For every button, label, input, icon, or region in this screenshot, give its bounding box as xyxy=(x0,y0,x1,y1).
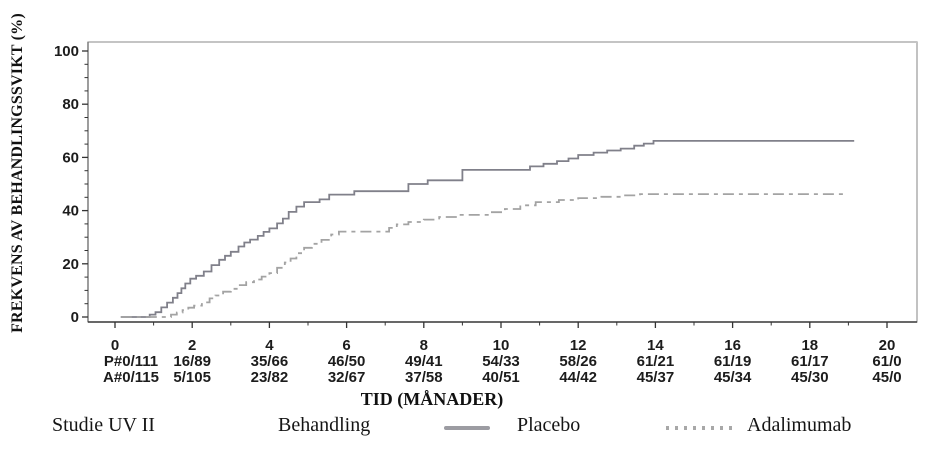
at-risk-row-adalimumab-cell: 40/51 xyxy=(482,369,520,386)
at-risk-row-placebo-cell: P#0/111 xyxy=(104,353,158,370)
plot-area: 0 20 40 60 80 100 0 2 4 6 8 10 12 14 16 18 20 P#0/111 16/8… xyxy=(54,41,918,386)
at-risk-row-adalimumab-cell: 32/67 xyxy=(328,369,366,386)
at-risk-row-adalimumab-cell: 45/0 xyxy=(872,369,901,386)
x-axis-tick-label: 0 xyxy=(111,337,119,354)
x-axis-tick-label: 2 xyxy=(188,337,196,354)
at-risk-row-adalimumab-cell: 44/42 xyxy=(559,369,597,386)
x-axis-tick-label: 16 xyxy=(724,337,741,354)
y-axis-tick-label: 0 xyxy=(71,309,79,326)
x-axis-tick-label: 18 xyxy=(801,337,818,354)
at-risk-row-adalimumab-cell: 37/58 xyxy=(405,369,443,386)
plot-frame xyxy=(87,41,918,323)
legend-item-adalimumab: Adalimumab xyxy=(747,414,852,436)
adalimumab-curve xyxy=(120,193,845,318)
placebo-line-swatch xyxy=(444,426,490,430)
at-risk-row-adalimumab-cell: 45/37 xyxy=(637,369,675,386)
y-axis-tick-label: 80 xyxy=(62,96,79,113)
x-axis-tick-label: 14 xyxy=(647,337,664,354)
at-risk-row-adalimumab-cell: 45/30 xyxy=(791,369,829,386)
x-axis-tick-label: 10 xyxy=(493,337,510,354)
at-risk-row-adalimumab-cell: A#0/115 xyxy=(103,369,159,386)
adalimumab-line-swatch xyxy=(666,426,738,430)
x-axis-tick-label: 4 xyxy=(265,337,274,354)
y-axis-tick-label: 60 xyxy=(62,149,79,166)
y-axis-title: FREKVENS AV BEHANDLINGSSVIKT (%) xyxy=(9,13,26,333)
at-risk-row-placebo-cell: 61/19 xyxy=(714,353,752,370)
x-axis-tick-label: 12 xyxy=(570,337,587,354)
legend-title: Behandling xyxy=(278,414,371,436)
at-risk-row-placebo-cell: 16/89 xyxy=(173,353,211,370)
y-axis-tick-label: 100 xyxy=(54,43,79,60)
at-risk-row-adalimumab-cell: 5/105 xyxy=(173,369,211,386)
legend: Studie UV II Behandling Placebo Adalimum… xyxy=(0,412,945,442)
at-risk-row-adalimumab-cell: 45/34 xyxy=(714,369,752,386)
at-risk-row-adalimumab-cell: 23/82 xyxy=(251,369,289,386)
y-axis-tick-label: 20 xyxy=(62,256,79,273)
x-axis-tick-label: 20 xyxy=(879,337,896,354)
at-risk-row-placebo-cell: 35/66 xyxy=(251,353,289,370)
at-risk-row-placebo-cell: 58/26 xyxy=(559,353,597,370)
at-risk-row-placebo-cell: 49/41 xyxy=(405,353,443,370)
x-axis-tick-label: 8 xyxy=(420,337,428,354)
at-risk-row-placebo-cell: 61/17 xyxy=(791,353,829,370)
y-axis-tick-label: 40 xyxy=(62,203,79,220)
legend-item-placebo: Placebo xyxy=(517,414,581,436)
at-risk-row-placebo-cell: 61/21 xyxy=(637,353,675,370)
x-axis-title: TID (MÅNADER) xyxy=(360,389,504,409)
study-label: Studie UV II xyxy=(52,414,155,436)
at-risk-row-placebo-cell: 54/33 xyxy=(482,353,520,370)
at-risk-row-placebo-cell: 46/50 xyxy=(328,353,366,370)
x-axis-tick-label: 6 xyxy=(342,337,350,354)
at-risk-row-placebo-cell: 61/0 xyxy=(872,353,901,370)
placebo-curve xyxy=(120,140,855,318)
